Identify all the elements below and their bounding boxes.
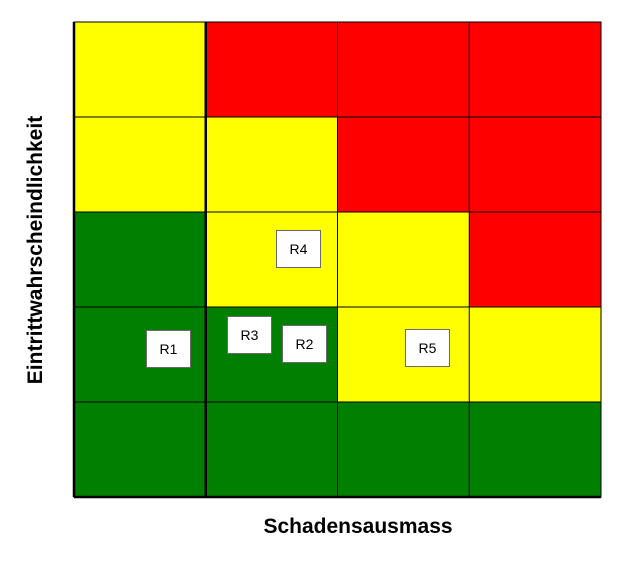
- matrix-cell-r5-c3: [337, 402, 470, 497]
- matrix-cell-r2-c2: [205, 117, 338, 212]
- matrix-cell-r1-c4: [469, 22, 601, 117]
- matrix-cell-r5-c2: [205, 402, 338, 497]
- x-axis-label: Schadensausmass: [263, 515, 453, 538]
- risk-marker-r4: R4: [276, 230, 321, 268]
- matrix-cell-r5-c4: [469, 402, 601, 497]
- matrix-cell-r2-c4: [469, 117, 601, 212]
- matrix-cell-r4-c4: [469, 307, 601, 402]
- y-axis-label: Eintrittwahrscheindlichkeit: [24, 115, 47, 385]
- matrix-cell-r1-c2: [205, 22, 338, 117]
- matrix-cell-r2-c3: [337, 117, 470, 212]
- risk-marker-r5: R5: [405, 329, 450, 367]
- risk-marker-r3: R3: [227, 316, 272, 354]
- risk-marker-r1: R1: [146, 330, 191, 368]
- matrix-cell-r5-c1: [74, 402, 206, 497]
- matrix-cell-r3-c4: [469, 212, 601, 307]
- matrix-cell-r1-c3: [337, 22, 470, 117]
- matrix-cell-r3-c3: [337, 212, 470, 307]
- matrix-cell-r3-c1: [74, 212, 206, 307]
- matrix-cell-r2-c1: [74, 117, 206, 212]
- matrix-cell-r1-c1: [74, 22, 206, 117]
- risk-marker-r2: R2: [282, 325, 327, 363]
